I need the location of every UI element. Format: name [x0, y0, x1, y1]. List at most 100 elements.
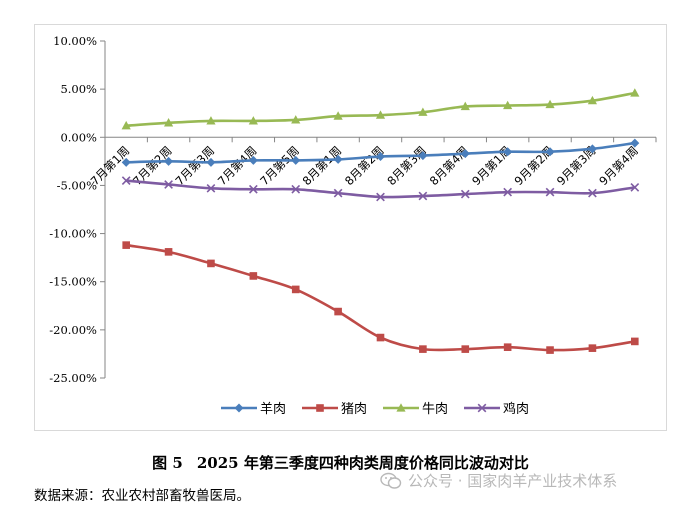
data-point-marker [375, 110, 386, 119]
line-chart: 10.00% 5.00% 0.00% -5.00% -10.00% -15.00% -20.… [49, 34, 657, 417]
watermark-text: 公众号 · 国家肉羊产业技术体系 [408, 472, 618, 490]
data-point-marker [248, 184, 258, 194]
legend-item-3: 牛肉 [383, 402, 448, 417]
data-point-marker [121, 120, 131, 130]
data-point-marker [631, 337, 639, 346]
data-point-marker [545, 187, 555, 197]
y-tick-label: -5.00% [57, 178, 97, 192]
data-point-marker [419, 345, 427, 353]
data-point-marker [588, 344, 597, 352]
data-point-marker [333, 188, 343, 198]
data-point-marker [122, 241, 130, 249]
data-point-marker [460, 101, 470, 111]
watermark: 公众号 · 国家肉羊产业技术体系 [380, 470, 617, 491]
x-marker-stroke [545, 187, 555, 197]
x-marker-stroke [121, 176, 131, 185]
data-point-marker [461, 345, 470, 353]
data-point-marker [418, 191, 428, 201]
x-tick-label: 9月第4周 [596, 144, 641, 189]
data-point-marker [503, 100, 513, 110]
wechat-icon [380, 472, 402, 489]
data-point-marker [248, 155, 258, 165]
data-point-marker [587, 144, 597, 154]
data-point-marker [164, 156, 174, 166]
x-marker-stroke [418, 191, 428, 201]
series-2 [122, 241, 639, 354]
legend-swatch-marker [477, 403, 487, 413]
data-point-marker [630, 182, 640, 192]
data-point-marker [418, 151, 428, 161]
y-tick-label: -20.00% [49, 323, 97, 337]
data-point-marker [249, 272, 258, 280]
figure-caption: 图 5 2025 年第三季度四种肉类周度价格同比波动对比 [0, 452, 681, 473]
x-marker-stroke [460, 189, 470, 199]
data-point-marker [334, 307, 342, 316]
data-point-marker [291, 155, 301, 165]
x-marker-stroke [206, 183, 216, 193]
legend-label: 猪肉 [341, 402, 367, 417]
legend-label: 牛肉 [422, 402, 448, 417]
data-point-marker [545, 147, 555, 157]
data-point-marker [376, 152, 385, 162]
data-point-marker [163, 118, 174, 127]
data-point-marker [121, 176, 131, 185]
data-point-marker [291, 115, 301, 124]
figure-number: 图 5 [152, 454, 183, 472]
x-marker-stroke [248, 184, 258, 194]
data-point-marker [630, 138, 640, 148]
data-point-marker [121, 157, 131, 167]
data-point-marker [333, 154, 343, 164]
legend-swatch-marker [396, 403, 406, 412]
legend-swatch-marker [234, 403, 244, 413]
data-source-note: 数据来源：农业农村部畜牧兽医局。 [34, 488, 250, 504]
data-point-marker [164, 248, 173, 256]
data-point-marker [503, 187, 513, 197]
x-tick-label: 8月第2周 [342, 144, 387, 189]
x-marker-stroke [376, 192, 385, 202]
data-point-marker [206, 116, 216, 125]
data-point-marker [503, 343, 512, 351]
data-point-marker [630, 88, 640, 97]
y-tick-label: 0.00% [60, 130, 97, 144]
data-point-marker [418, 107, 428, 116]
x-marker-stroke [333, 188, 343, 198]
y-tick-label: 5.00% [60, 82, 97, 96]
x-marker-stroke [588, 188, 597, 198]
y-tick-label: -10.00% [49, 227, 97, 241]
x-marker-stroke [291, 184, 301, 194]
data-point-marker [545, 99, 555, 109]
data-point-marker [376, 333, 385, 342]
y-tick-label: -25.00% [49, 371, 97, 385]
data-point-marker [207, 259, 215, 268]
legend-label: 羊肉 [260, 401, 286, 417]
data-point-marker [587, 95, 598, 105]
legend-label: 鸡肉 [503, 401, 529, 417]
data-point-marker [291, 285, 300, 294]
figure-title: 2025 年第三季度四种肉类周度价格同比波动对比 [196, 454, 529, 472]
y-tick-label: -15.00% [49, 275, 97, 289]
data-point-marker [546, 346, 554, 354]
series-4 [121, 176, 640, 202]
data-point-marker [333, 111, 343, 120]
data-point-marker [588, 188, 597, 198]
data-point-marker [164, 180, 173, 189]
x-tick-label: 8月第3周 [384, 144, 429, 189]
data-point-marker [376, 192, 385, 202]
data-point-marker [291, 184, 301, 194]
series-line [126, 91, 636, 128]
data-point-marker [460, 189, 470, 199]
chart-frame: 10.00% 5.00% 0.00% -5.00% -10.00% -15.00% -20.… [34, 24, 667, 431]
x-tick-label: 8月第1周 [300, 144, 345, 189]
data-point-marker [503, 147, 513, 157]
y-tick-label: 10.00% [53, 34, 97, 48]
x-marker-stroke [630, 182, 640, 192]
x-tick-label: 7月第4周 [215, 144, 260, 189]
legend-item-1: 羊肉 [221, 401, 286, 417]
x-marker-stroke [503, 187, 513, 197]
series-1 [121, 138, 640, 167]
data-point-marker [248, 116, 258, 125]
series-3 [121, 88, 640, 130]
data-point-marker [460, 149, 470, 159]
legend-item-2: 猪肉 [302, 402, 367, 417]
data-point-marker [206, 157, 216, 167]
